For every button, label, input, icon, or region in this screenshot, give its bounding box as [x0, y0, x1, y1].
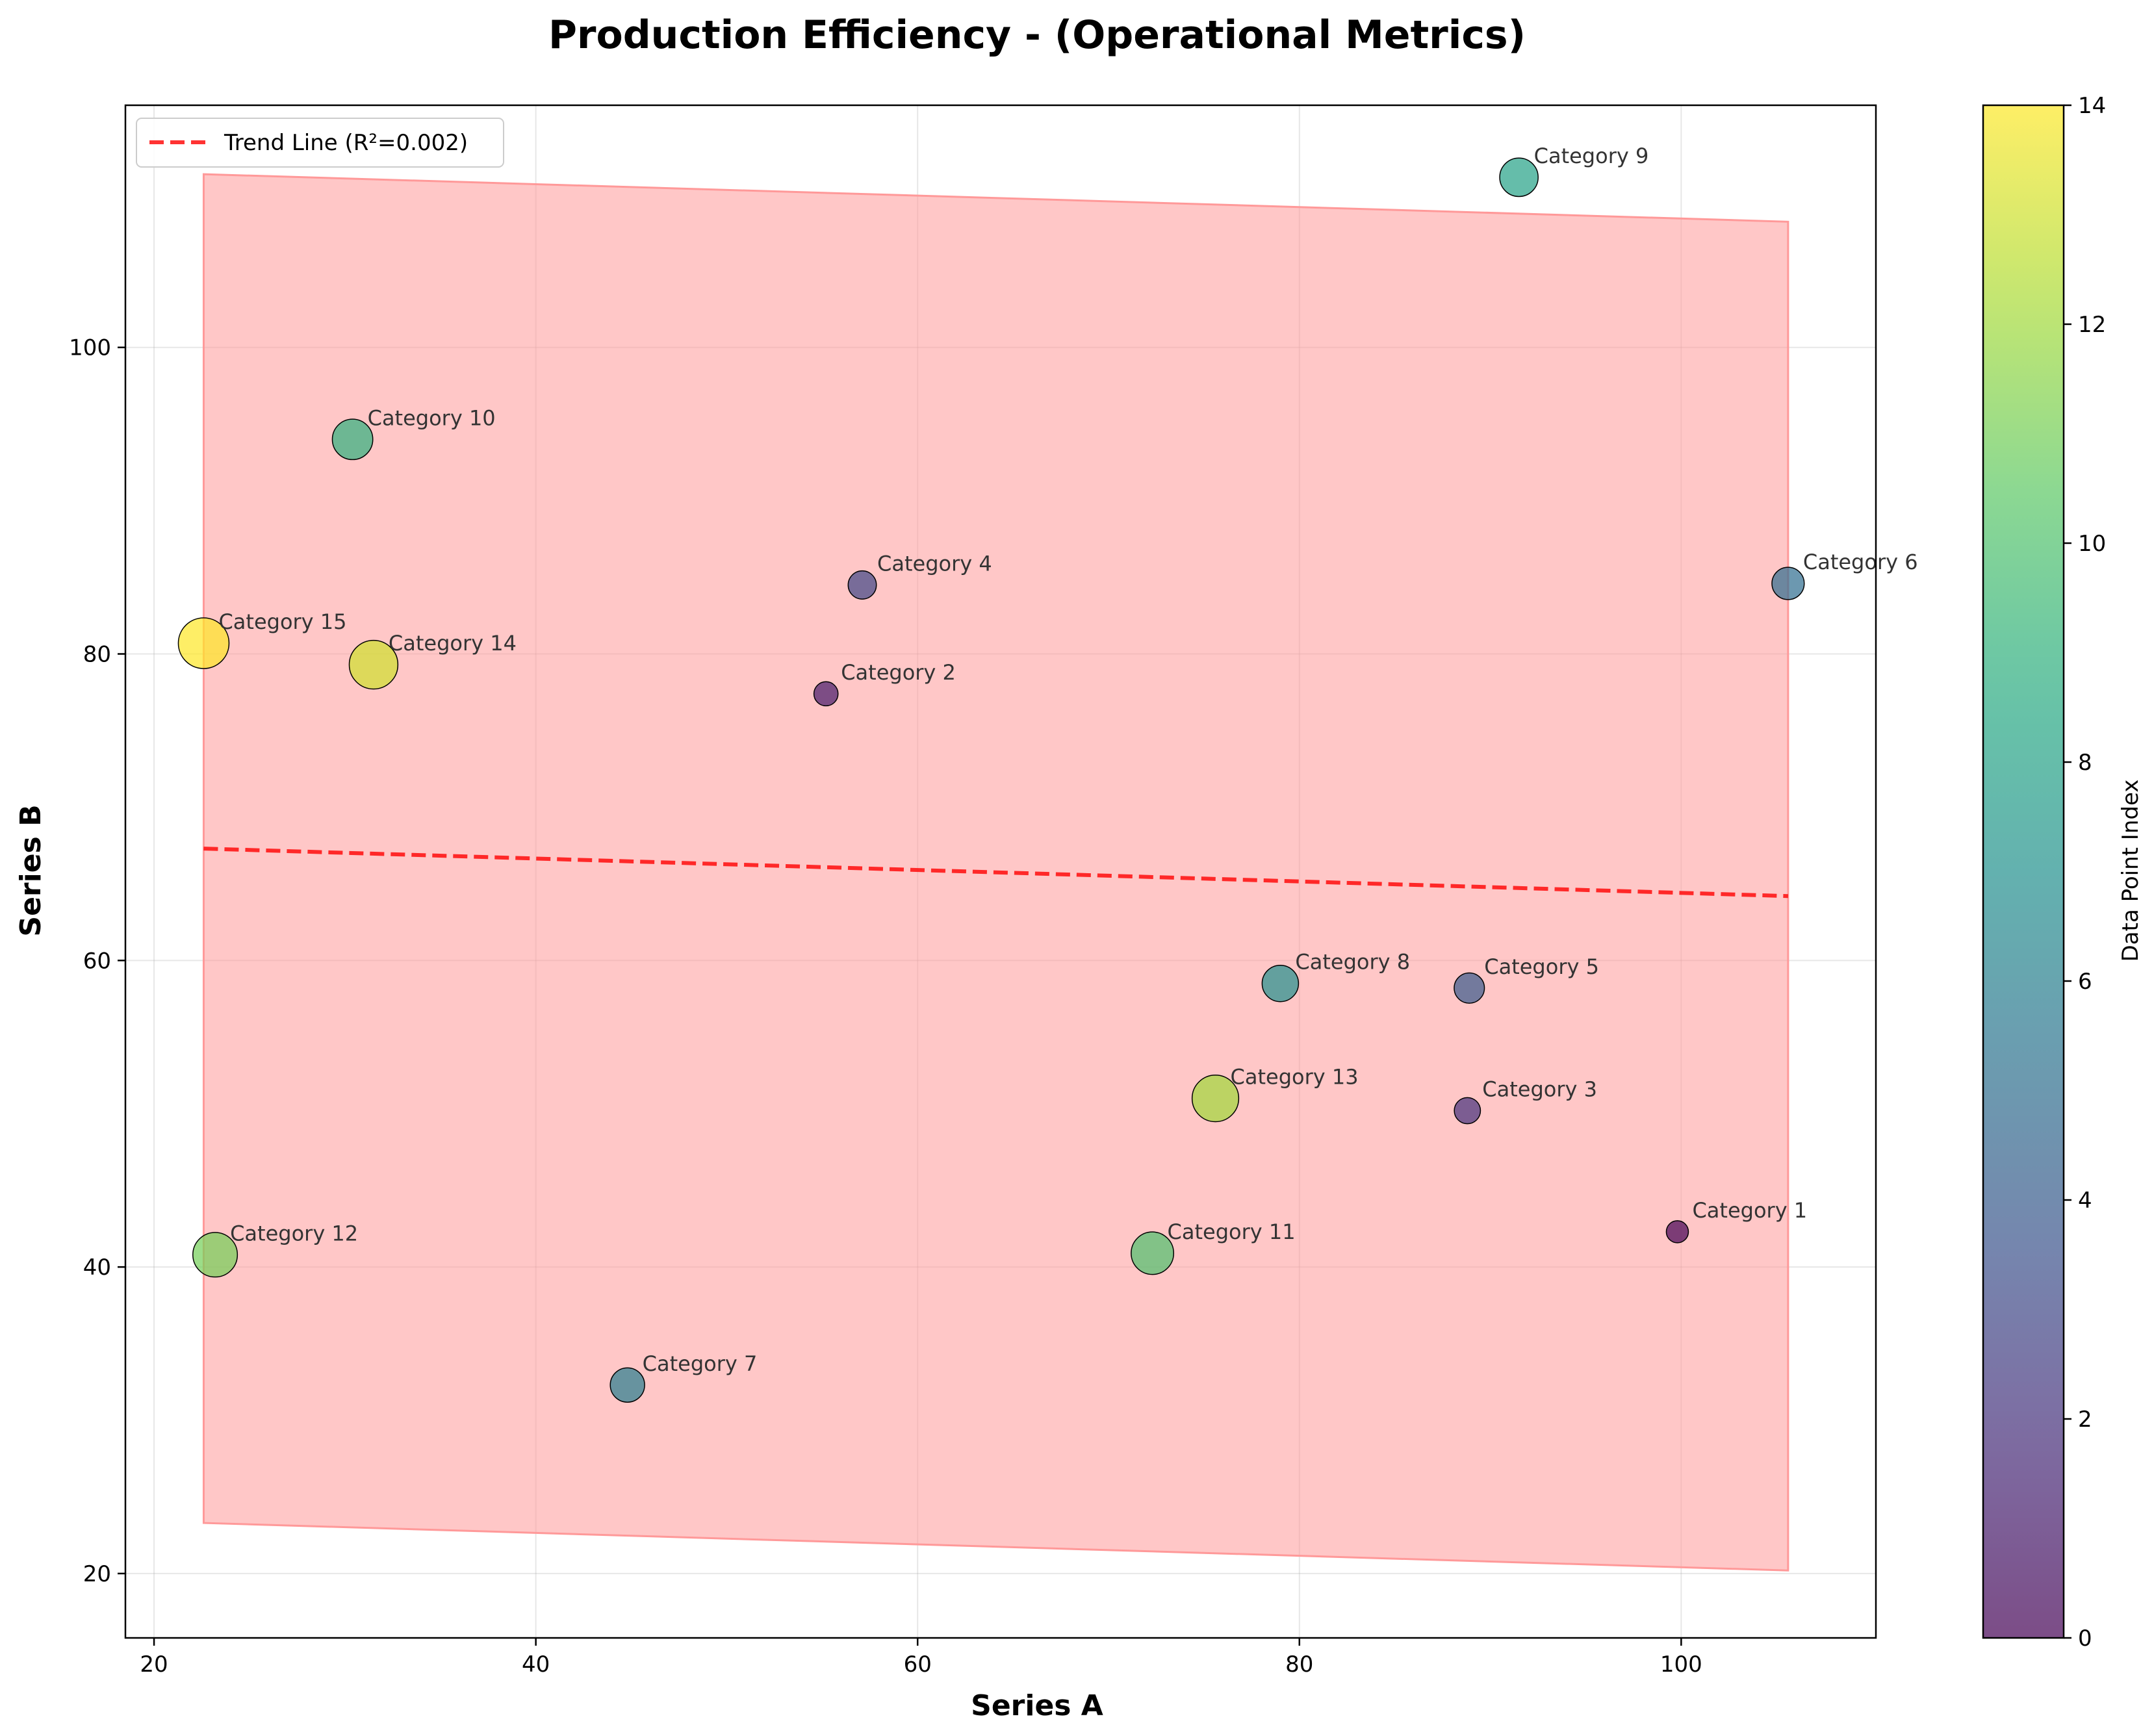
point-label: Category 9: [1534, 144, 1649, 168]
colorbar-tick-label: 4: [2078, 1188, 2092, 1214]
y-tick-label: 40: [83, 1255, 111, 1281]
point-label: Category 5: [1484, 954, 1599, 979]
y-tick-label: 80: [83, 642, 111, 668]
colorbar-tick-label: 12: [2078, 312, 2106, 338]
x-tick-label: 20: [140, 1652, 168, 1678]
colorbar-tick-label: 10: [2078, 531, 2106, 557]
point-label: Category 2: [841, 660, 956, 685]
colorbar-tick-label: 8: [2078, 750, 2092, 776]
colorbar-tick-label: 2: [2078, 1407, 2092, 1433]
data-point: [1499, 157, 1539, 198]
data-point: [1191, 1075, 1240, 1123]
x-tick-label: 100: [1660, 1652, 1702, 1678]
y-tick-label: 60: [83, 948, 111, 974]
point-label: Category 10: [368, 405, 496, 430]
data-point: [1261, 964, 1300, 1002]
point-label: Category 3: [1482, 1077, 1597, 1102]
data-point: [177, 617, 230, 669]
data-point: [1771, 567, 1805, 600]
point-label: Category 6: [1803, 550, 1918, 574]
colorbar-label: Data Point Index: [2118, 780, 2144, 962]
x-tick-label: 60: [904, 1652, 932, 1678]
point-label: Category 13: [1231, 1065, 1359, 1090]
point-label: Category 12: [230, 1221, 358, 1245]
point-label: Category 1: [1692, 1198, 1807, 1223]
chart-title: Production Efficiency - (Operational Met…: [548, 12, 1526, 58]
data-point: [1454, 972, 1485, 1004]
colorbar-bar: [1982, 104, 2065, 1639]
trend-line: [203, 847, 1788, 899]
data-point: [813, 681, 839, 707]
x-axis-label: Series A: [971, 1689, 1103, 1722]
colorbar-tick-label: 0: [2078, 1626, 2092, 1652]
colorbar-tick-label: 6: [2078, 969, 2092, 995]
point-label: Category 11: [1168, 1219, 1296, 1244]
data-point: [609, 1367, 645, 1403]
point-label: Category 4: [877, 551, 992, 576]
point-label: Category 8: [1295, 950, 1410, 975]
y-tick-label: 20: [83, 1561, 111, 1587]
data-point: [1454, 1097, 1481, 1125]
y-axis-label: Series B: [14, 804, 47, 936]
x-tick-label: 80: [1285, 1652, 1313, 1678]
legend-box: [136, 118, 504, 168]
legend: Trend Line (R²=0.002): [136, 118, 504, 168]
data-point: [1131, 1231, 1175, 1275]
y-tick-label: 100: [69, 335, 111, 361]
data-point: [331, 418, 374, 461]
legend-trend-label: Trend Line (R²=0.002): [224, 130, 468, 156]
axes-frame: [124, 104, 1877, 1639]
plot-area: Category 1 Category 2 Category 3 Category 4…: [69, 104, 1918, 1678]
point-label: Category 15: [218, 609, 346, 634]
data-point: [1665, 1220, 1689, 1244]
x-tick-label: 40: [522, 1652, 550, 1678]
data-point: [847, 570, 877, 600]
data-point: [192, 1232, 238, 1278]
colorbar: 0 2 4 6 8 10 12 14: [1982, 93, 2106, 1652]
data-point: [348, 639, 399, 690]
point-label: Category 7: [643, 1351, 758, 1376]
colorbar-tick-label: 14: [2078, 93, 2106, 119]
point-label: Category 14: [389, 631, 517, 656]
